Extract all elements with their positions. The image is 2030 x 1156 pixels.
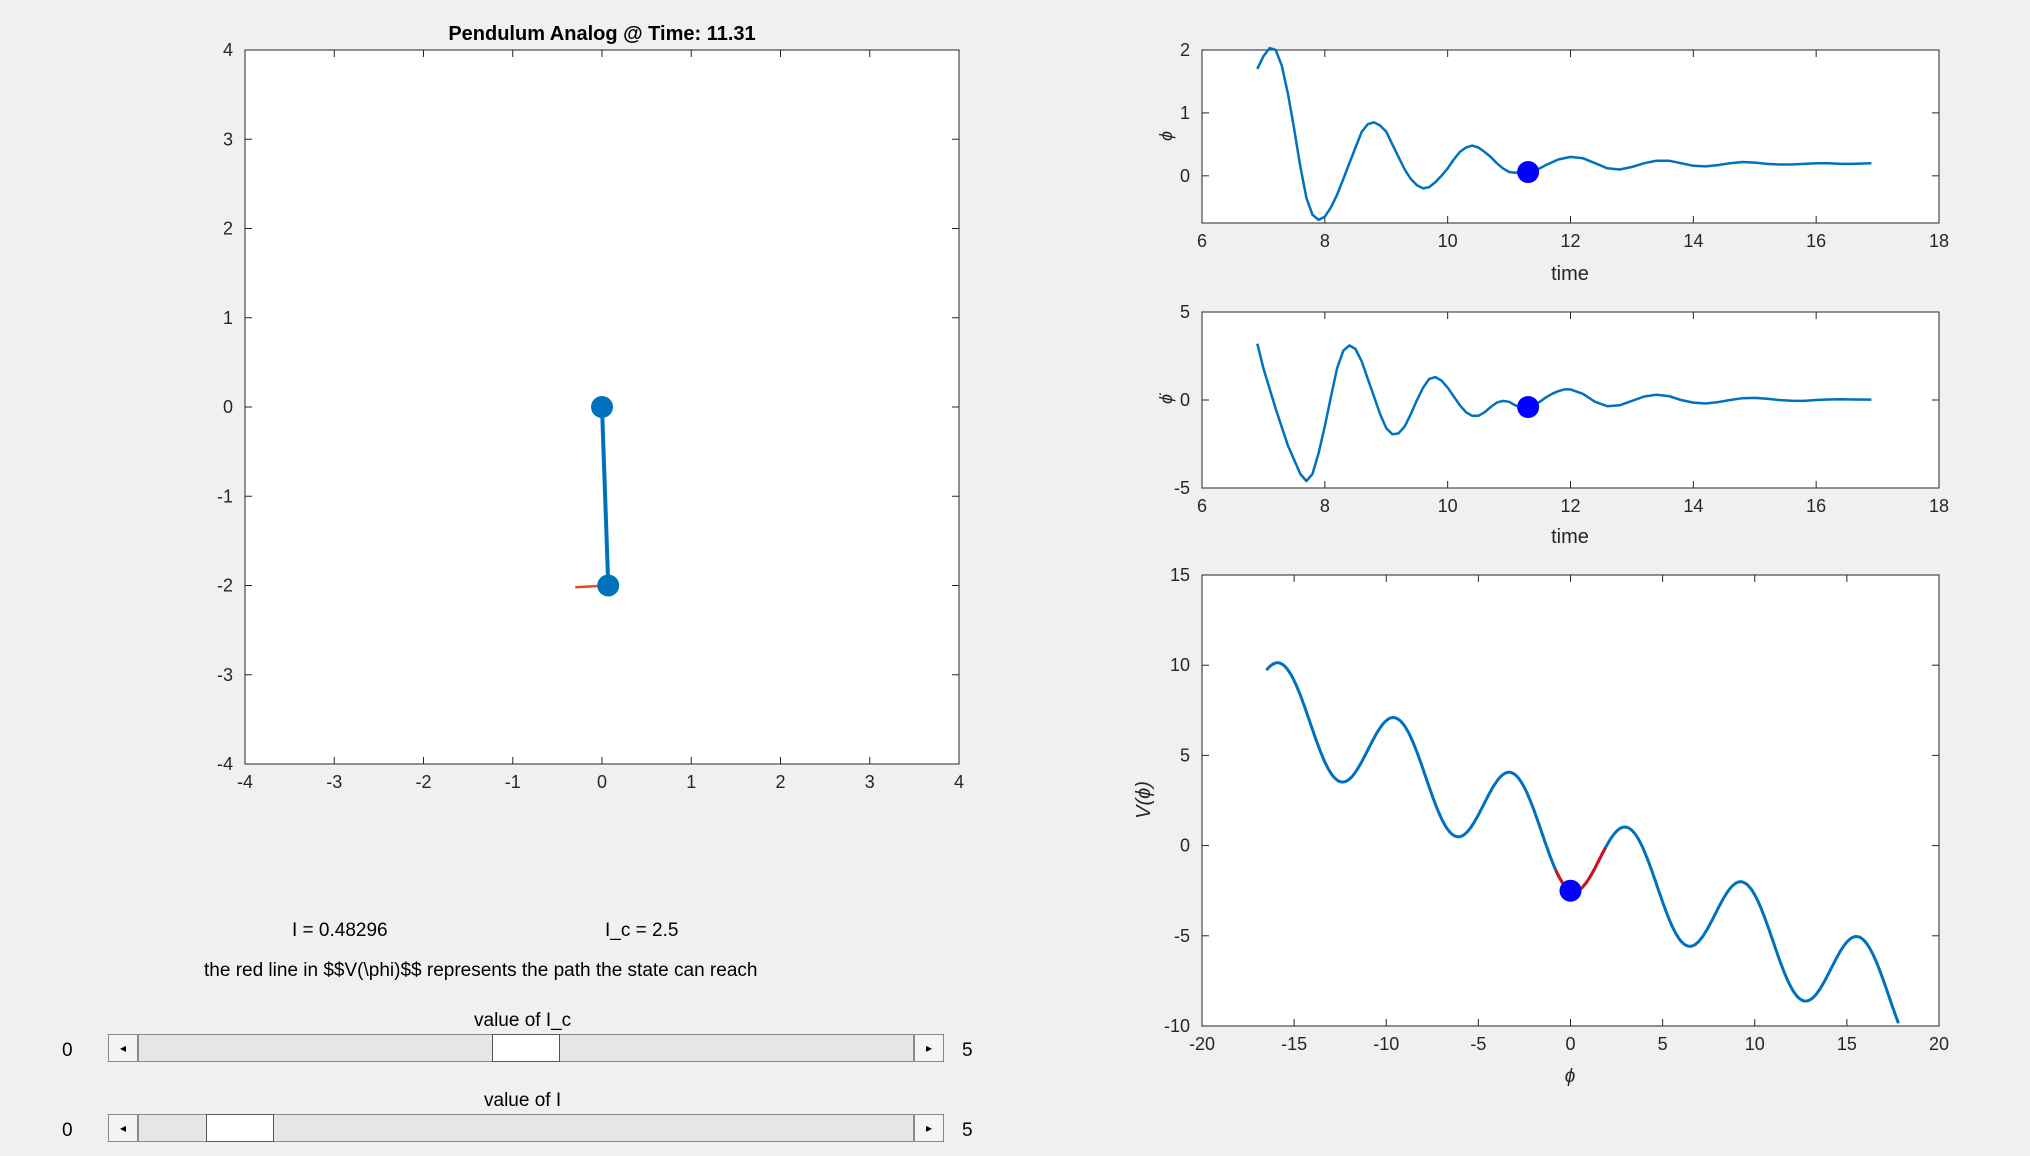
phidot-xtick-label: 12 — [1560, 496, 1580, 516]
potential-axes-box — [1201, 574, 1940, 1027]
phi-ytick-label: 0 — [1180, 166, 1190, 186]
slider-ic-label: value of I_c — [474, 1010, 572, 1031]
critical-current-label: I_c = 2.5 — [605, 920, 679, 941]
potential-ytick-label: 10 — [1170, 655, 1190, 675]
phi-xtick-label: 16 — [1806, 231, 1826, 251]
slider-i-left-arrow[interactable]: ◂ — [108, 1114, 138, 1142]
potential-xtick-label: -5 — [1470, 1034, 1486, 1054]
phi-xtick-label: 6 — [1197, 231, 1207, 251]
slider-ic-max: 5 — [962, 1040, 973, 1061]
phi-ylabel: ϕ — [1156, 131, 1176, 141]
potential-xtick-label: 5 — [1658, 1034, 1668, 1054]
pendulum-ytick-label: -3 — [217, 665, 233, 685]
slider-i-max: 5 — [962, 1120, 973, 1141]
phi-xlabel: time — [1551, 263, 1589, 285]
potential-ytick-label: -5 — [1174, 926, 1190, 946]
pendulum-ytick-label: -2 — [217, 576, 233, 596]
phidot-xlabel: time — [1551, 526, 1589, 548]
phi-xtick-label: 10 — [1438, 231, 1458, 251]
phi-ytick-label: 2 — [1180, 40, 1190, 60]
pendulum-title: Pendulum Analog @ Time: 11.31 — [448, 23, 755, 45]
red-line-note: the red line in $$V(\phi)$$ represents t… — [204, 960, 758, 981]
pendulum-ytick-label: 2 — [223, 219, 233, 239]
slider-ic-thumb[interactable] — [492, 1034, 560, 1062]
potential-ytick-label: 0 — [1180, 836, 1190, 856]
potential-state-marker — [1559, 879, 1582, 902]
pendulum-plot: Pendulum Analog @ Time: 11.31 -4 -3 -2 -1 0 1… — [217, 23, 964, 792]
pendulum-xtick-label: -4 — [237, 772, 253, 792]
pendulum-ytick-label: -1 — [217, 486, 233, 506]
phi-ytick-label: 1 — [1180, 103, 1190, 123]
pendulum-ytick-label: -4 — [217, 754, 233, 774]
potential-xlabel: ϕ — [1565, 1066, 1576, 1087]
phidot-series-line — [1256, 343, 1872, 483]
phidot-ylabel: ϕ̇ — [1156, 393, 1176, 404]
potential-xtick-label: -15 — [1281, 1034, 1307, 1054]
pendulum-pivot — [591, 396, 613, 418]
potential-xtick-label: 0 — [1565, 1034, 1575, 1054]
potential-ylabel: V(ϕ) — [1133, 781, 1155, 819]
phi-xtick-label: 14 — [1683, 231, 1703, 251]
pendulum-xtick-label: 1 — [686, 772, 696, 792]
pendulum-ytick-label: 0 — [223, 397, 233, 417]
pendulum-ytick-label: 3 — [223, 129, 233, 149]
phi-xtick-label: 12 — [1560, 231, 1580, 251]
phidot-state-marker — [1517, 396, 1540, 419]
pendulum-xtick-label: 0 — [597, 772, 607, 792]
current-value-label: I = 0.48296 — [292, 920, 388, 941]
phidot-time-plot: 6 8 10 12 14 16 18 -5 0 5 time ϕ̇ — [1156, 302, 1949, 548]
phidot-xtick-label: 6 — [1197, 496, 1207, 516]
pendulum-xtick-label: 2 — [775, 772, 785, 792]
potential-ytick-label: -10 — [1164, 1016, 1190, 1036]
phidot-xtick-label: 8 — [1320, 496, 1330, 516]
pendulum-xtick-label: 3 — [865, 772, 875, 792]
potential-xtick-label: -20 — [1189, 1034, 1215, 1054]
slider-i-right-arrow[interactable]: ▸ — [914, 1114, 944, 1142]
pendulum-rod — [600, 406, 611, 586]
pendulum-xtick-label: -2 — [415, 772, 431, 792]
potential-xtick-label: -10 — [1373, 1034, 1399, 1054]
slider-ic-min: 0 — [62, 1040, 73, 1061]
phi-state-marker — [1517, 161, 1540, 184]
pendulum-xtick-label: -1 — [505, 772, 521, 792]
pendulum-xtick-label: -3 — [326, 772, 342, 792]
slider-i-thumb[interactable] — [205, 1114, 274, 1142]
potential-xtick-label: 20 — [1929, 1034, 1949, 1054]
potential-plot: -20 -15 -10 -5 0 5 10 15 20 -10 -5 0 5 10 15 ϕ V(ϕ) — [1133, 565, 1949, 1087]
phi-series-line — [1256, 46, 1872, 222]
phi-xtick-label: 18 — [1929, 231, 1949, 251]
phidot-xtick-label: 18 — [1929, 496, 1949, 516]
potential-xtick-label: 15 — [1837, 1034, 1857, 1054]
pendulum-bob — [597, 574, 620, 597]
potential-ytick-label: 5 — [1180, 745, 1190, 765]
slider-i-min: 0 — [62, 1120, 73, 1141]
pendulum-xtick-label: 4 — [954, 772, 964, 792]
phidot-ytick-label: 5 — [1180, 302, 1190, 322]
phidot-ytick-label: -5 — [1174, 478, 1190, 498]
phidot-ytick-label: 0 — [1180, 390, 1190, 410]
phi-xtick-label: 8 — [1320, 231, 1330, 251]
phi-axes-box — [1201, 49, 1940, 224]
potential-xtick-label: 10 — [1745, 1034, 1765, 1054]
slider-ic-left-arrow[interactable]: ◂ — [108, 1034, 138, 1062]
potential-ytick-label: 15 — [1170, 565, 1190, 585]
pendulum-ytick-label: 1 — [223, 308, 233, 328]
slider-i-label: value of I — [484, 1090, 562, 1111]
phidot-xtick-label: 10 — [1438, 496, 1458, 516]
pendulum-ytick-label: 4 — [223, 40, 233, 60]
slider-i[interactable]: ◂ ▸ — [108, 1114, 944, 1144]
slider-ic[interactable]: ◂ ▸ — [108, 1034, 944, 1064]
phidot-xtick-label: 14 — [1683, 496, 1703, 516]
slider-ic-right-arrow[interactable]: ▸ — [914, 1034, 944, 1062]
phidot-xtick-label: 16 — [1806, 496, 1826, 516]
